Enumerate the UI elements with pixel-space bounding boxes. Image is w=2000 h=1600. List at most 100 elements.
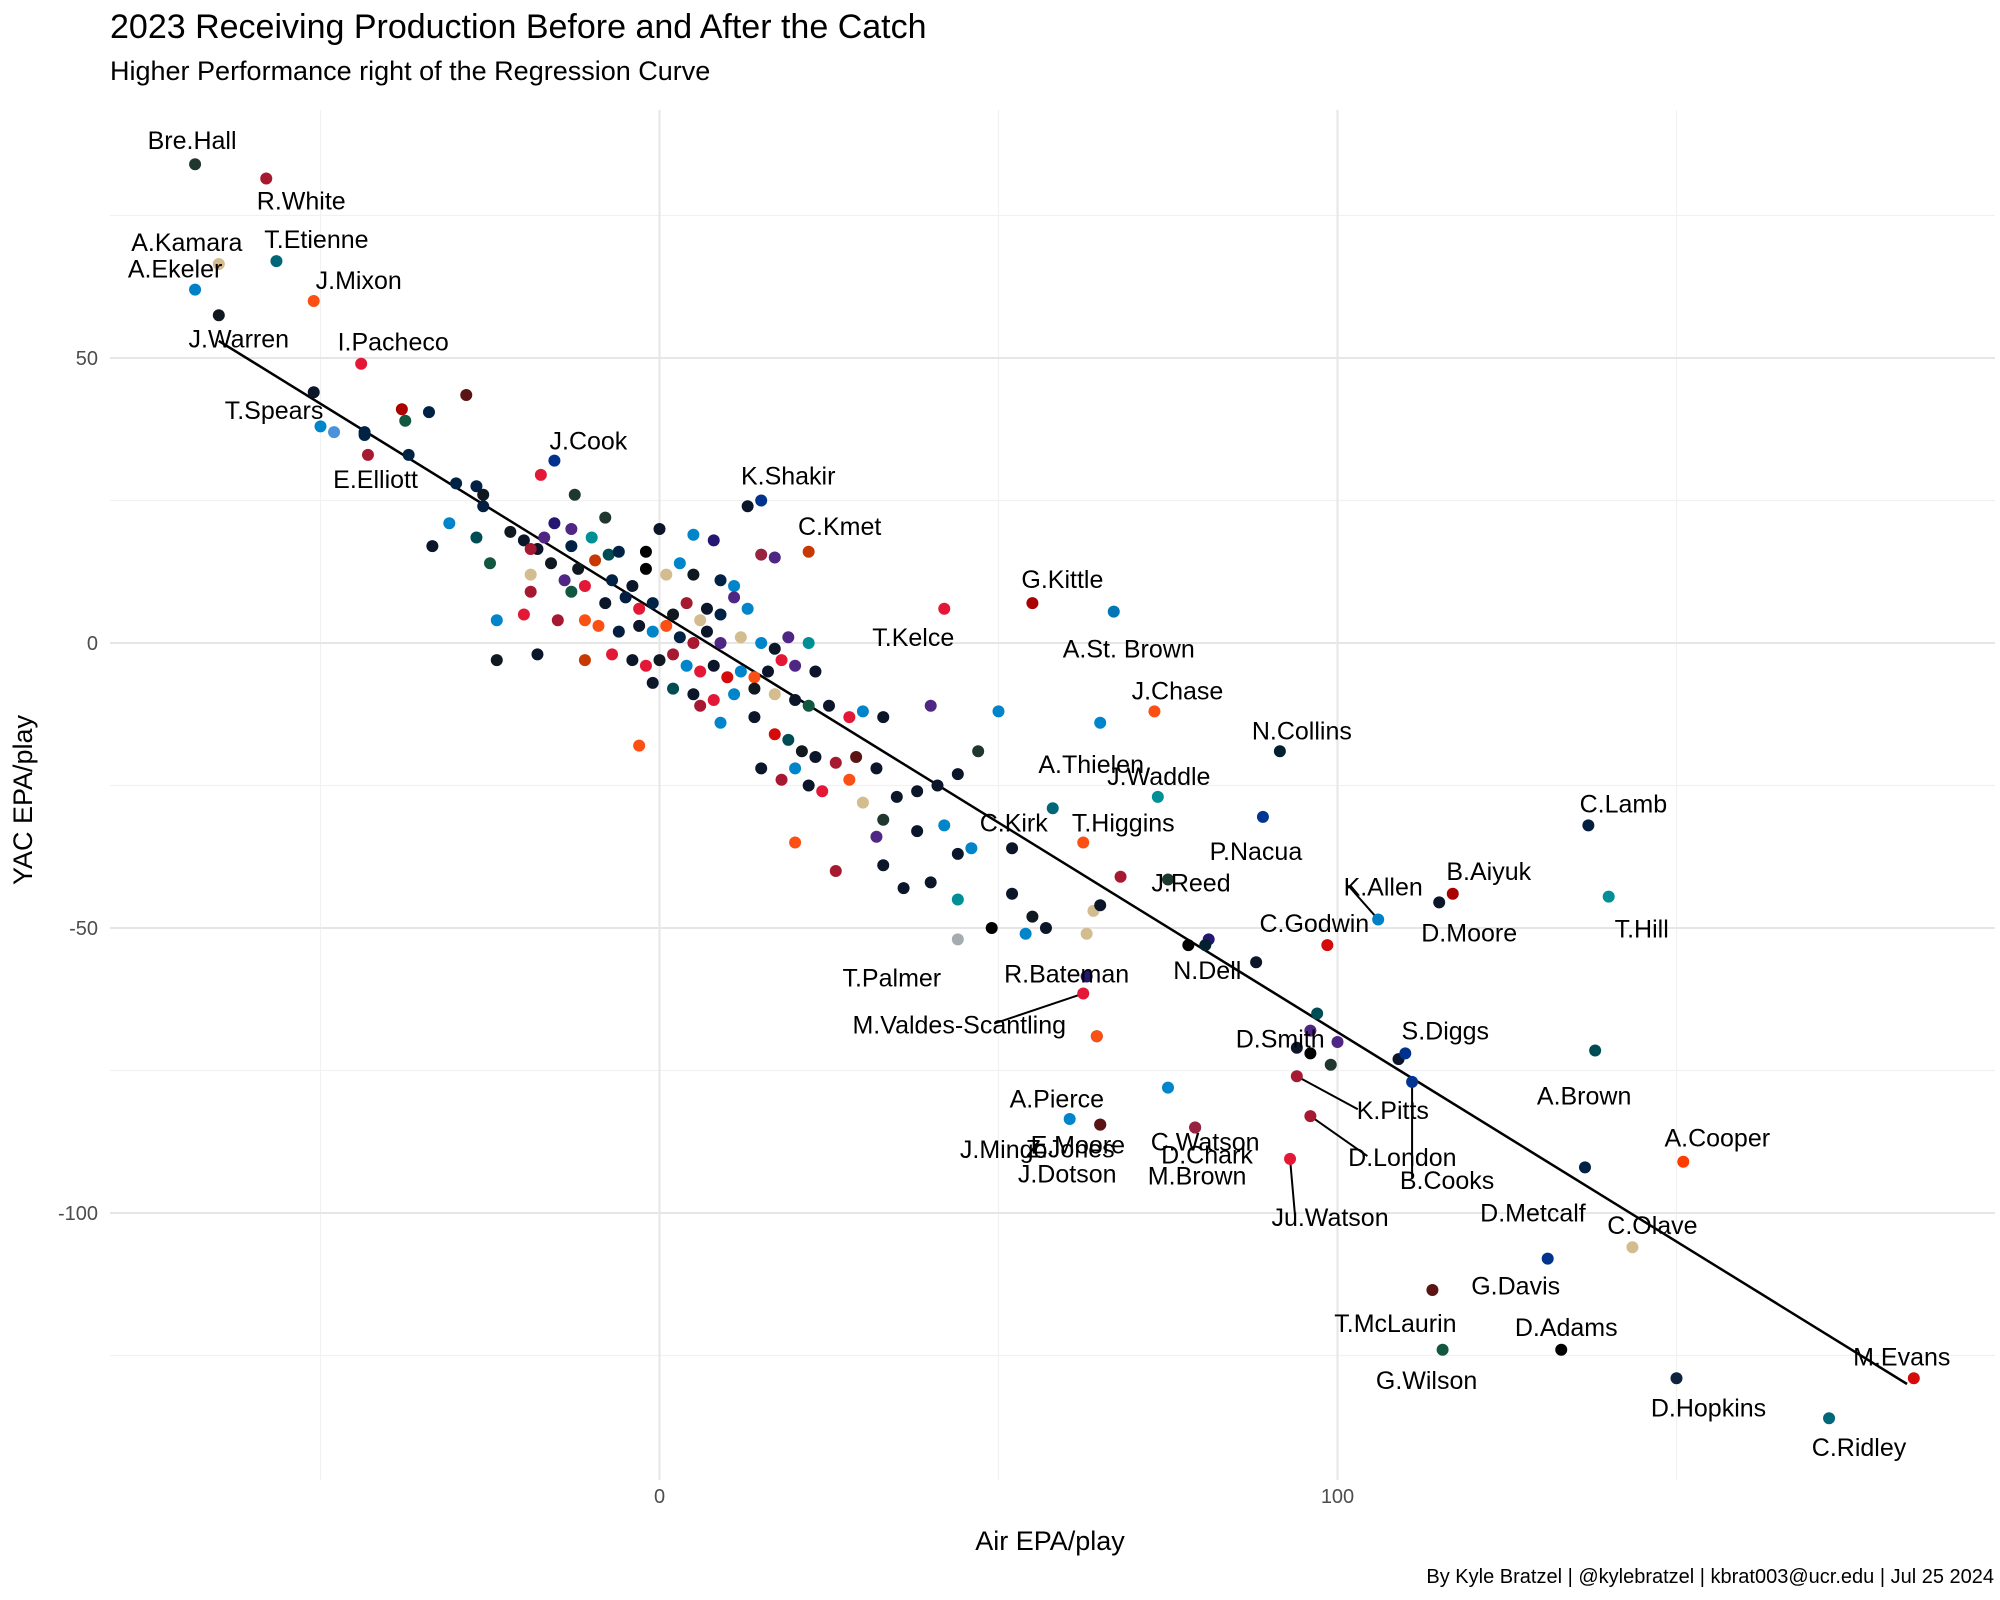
point-label: Ju.Watson [1271, 1204, 1388, 1232]
data-point [551, 614, 564, 627]
data-point [951, 933, 964, 946]
data-point [477, 488, 490, 501]
data-point [938, 819, 951, 832]
label-leader [1309, 1115, 1368, 1157]
data-point [694, 614, 707, 627]
point-label: J.Waddle [1107, 763, 1210, 791]
data-point [761, 665, 774, 678]
data-point [460, 389, 473, 402]
data-point [1304, 1110, 1317, 1123]
data-point [548, 454, 561, 467]
point-label: P.Nacua [1210, 838, 1303, 866]
data-point [768, 688, 781, 701]
data-point [1555, 1343, 1568, 1356]
y-tick-label: -100 [58, 1203, 98, 1225]
label-leader [993, 992, 1084, 1025]
point-label: Z.Jones [1026, 1136, 1115, 1164]
point-label: D.Smith [1236, 1026, 1325, 1054]
data-point [775, 773, 788, 786]
data-point [924, 876, 937, 889]
data-point [189, 283, 202, 296]
data-point [1677, 1155, 1690, 1168]
data-point [1046, 802, 1059, 815]
data-point [633, 602, 646, 615]
data-point [660, 619, 673, 632]
data-point [395, 403, 408, 416]
data-point [714, 716, 727, 729]
point-label: K.Shakir [741, 463, 835, 491]
data-point [789, 762, 802, 775]
data-point [402, 448, 415, 461]
point-label: C.Kmet [798, 513, 881, 541]
data-point [307, 295, 320, 307]
data-point [212, 309, 225, 322]
data-point [490, 654, 503, 667]
data-point [1290, 1041, 1303, 1054]
data-point [1311, 1007, 1324, 1020]
data-point [639, 545, 652, 558]
data-point [707, 694, 720, 706]
data-point [1094, 716, 1107, 729]
data-point [212, 257, 225, 270]
data-point [470, 480, 483, 493]
data-point [1151, 790, 1164, 803]
data-point [714, 637, 727, 649]
data-point [531, 648, 544, 661]
point-label: D.Chark [1161, 1142, 1253, 1170]
y-tick-label: 0 [87, 633, 98, 655]
data-point [843, 711, 856, 724]
label-leader-lines [993, 884, 1414, 1216]
data-point [802, 545, 815, 558]
data-point [972, 745, 985, 758]
data-point [1284, 1152, 1297, 1165]
data-point [572, 562, 585, 575]
y-tick-label: 50 [76, 348, 98, 370]
data-point [470, 531, 483, 544]
data-point [1080, 970, 1093, 983]
data-point [1304, 1024, 1317, 1037]
data-point [1578, 1161, 1591, 1174]
data-point [606, 574, 619, 587]
regression-line [218, 339, 1908, 1386]
data-point [1094, 1118, 1107, 1131]
data-point [714, 574, 727, 587]
axis-tick-labels: 0 100 50 0 -50 -100 [58, 348, 1354, 1508]
data-point [1290, 1070, 1303, 1083]
chart-title: 2023 Receiving Production Before and Aft… [110, 8, 927, 46]
data-point [721, 671, 734, 684]
data-point [673, 631, 686, 644]
point-label: K.Allen [1344, 873, 1423, 901]
data-point [1189, 1121, 1202, 1134]
data-point [538, 531, 551, 544]
data-point [1273, 745, 1286, 758]
data-point [734, 631, 747, 644]
data-point [1399, 1047, 1412, 1060]
data-point [700, 625, 713, 638]
data-point [768, 551, 781, 564]
data-point [748, 682, 761, 695]
data-point [728, 591, 741, 604]
point-label: G.Kittle [1021, 566, 1103, 594]
point-label: Bre.Hall [148, 127, 237, 155]
point-label: J.Reed [1151, 870, 1230, 898]
point-label: N.Collins [1252, 717, 1352, 745]
data-point [633, 619, 646, 632]
data-point [856, 796, 869, 809]
data-point [653, 523, 666, 535]
data-point [1026, 910, 1039, 923]
data-point [422, 406, 435, 419]
data-point [687, 528, 700, 541]
point-label: T.Spears [225, 397, 324, 425]
data-point [1039, 922, 1052, 934]
label-leader [1296, 1075, 1359, 1111]
data-point [667, 682, 680, 695]
data-point [1406, 1075, 1419, 1088]
data-point [789, 659, 802, 672]
data-point [548, 517, 561, 530]
data-point [877, 711, 890, 724]
data-point [646, 597, 659, 610]
data-point [639, 562, 652, 575]
chart-subtitle: Higher Performance right of the Regressi… [110, 56, 711, 86]
data-point [782, 631, 795, 644]
data-point [755, 762, 768, 775]
